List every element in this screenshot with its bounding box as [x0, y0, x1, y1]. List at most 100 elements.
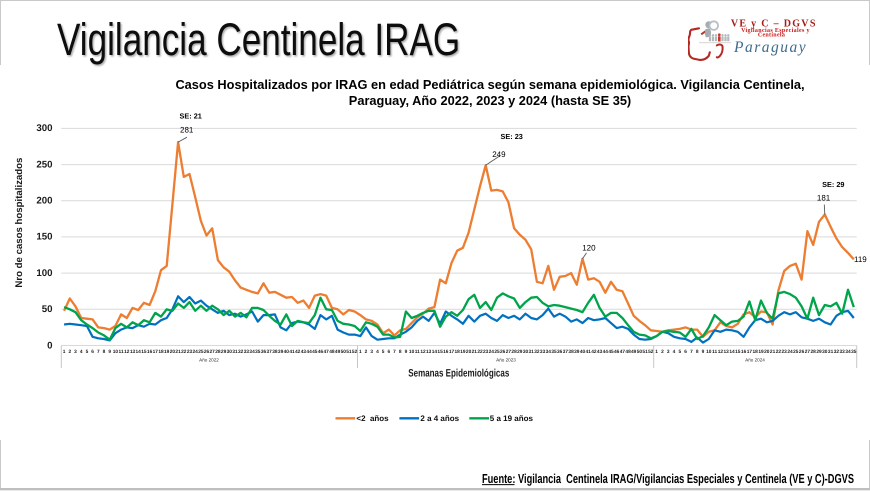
- svg-text:17: 17: [747, 349, 753, 355]
- svg-text:3: 3: [370, 349, 373, 355]
- svg-text:20: 20: [764, 349, 770, 355]
- svg-text:48: 48: [625, 349, 631, 355]
- svg-text:36: 36: [261, 349, 267, 355]
- svg-text:1: 1: [63, 349, 66, 355]
- svg-text:12: 12: [124, 349, 130, 355]
- svg-text:47: 47: [620, 349, 626, 355]
- svg-text:31: 31: [232, 349, 238, 355]
- svg-text:19: 19: [164, 349, 170, 355]
- svg-text:13: 13: [426, 349, 432, 355]
- svg-text:250: 250: [36, 159, 52, 170]
- svg-text:30: 30: [523, 349, 529, 355]
- svg-text:10: 10: [113, 349, 119, 355]
- svg-text:38: 38: [568, 349, 574, 355]
- svg-text:29: 29: [517, 349, 523, 355]
- svg-text:31: 31: [828, 349, 834, 355]
- svg-text:10: 10: [409, 349, 415, 355]
- svg-text:0: 0: [47, 340, 52, 351]
- svg-text:181: 181: [817, 194, 831, 203]
- svg-text:50: 50: [637, 349, 643, 355]
- svg-text:25: 25: [494, 349, 500, 355]
- svg-text:41: 41: [586, 349, 592, 355]
- svg-text:22: 22: [181, 349, 187, 355]
- svg-text:5 a 19 años: 5 a 19 años: [490, 414, 534, 423]
- svg-text:38: 38: [272, 349, 278, 355]
- svg-text:21: 21: [472, 349, 478, 355]
- svg-text:<2 años: <2 años: [356, 414, 389, 423]
- svg-text:46: 46: [318, 349, 324, 355]
- svg-text:40: 40: [284, 349, 290, 355]
- svg-text:12: 12: [420, 349, 426, 355]
- svg-text:45: 45: [608, 349, 614, 355]
- svg-text:Año 2022: Año 2022: [199, 358, 219, 363]
- svg-text:13: 13: [130, 349, 136, 355]
- svg-text:6: 6: [684, 349, 687, 355]
- svg-text:30: 30: [822, 349, 828, 355]
- svg-text:35: 35: [851, 349, 857, 355]
- svg-text:44: 44: [603, 349, 609, 355]
- svg-text:14: 14: [136, 349, 142, 355]
- svg-text:18: 18: [753, 349, 759, 355]
- svg-text:50: 50: [341, 349, 347, 355]
- svg-text:16: 16: [147, 349, 153, 355]
- svg-text:16: 16: [443, 349, 449, 355]
- svg-text:9: 9: [702, 349, 705, 355]
- svg-text:17: 17: [153, 349, 159, 355]
- svg-text:1: 1: [655, 349, 658, 355]
- svg-text:26: 26: [204, 349, 210, 355]
- svg-text:35: 35: [255, 349, 261, 355]
- svg-text:6: 6: [91, 349, 94, 355]
- svg-text:100: 100: [36, 268, 52, 279]
- svg-text:51: 51: [642, 349, 648, 355]
- svg-text:17: 17: [449, 349, 455, 355]
- svg-text:34: 34: [249, 349, 255, 355]
- svg-text:42: 42: [295, 349, 301, 355]
- svg-text:119: 119: [854, 255, 867, 264]
- svg-text:5: 5: [86, 349, 89, 355]
- svg-text:4: 4: [80, 349, 83, 355]
- svg-text:2: 2: [365, 349, 368, 355]
- svg-text:33: 33: [540, 349, 546, 355]
- svg-text:15: 15: [141, 349, 147, 355]
- svg-text:34: 34: [546, 349, 552, 355]
- svg-text:Nro de casos hospitalizados: Nro de casos hospitalizados: [14, 158, 25, 288]
- svg-text:24: 24: [489, 349, 495, 355]
- svg-text:21: 21: [770, 349, 776, 355]
- svg-text:Semanas Epidemiológicas: Semanas Epidemiológicas: [408, 367, 509, 379]
- svg-text:19: 19: [460, 349, 466, 355]
- svg-text:6: 6: [387, 349, 390, 355]
- svg-text:15: 15: [735, 349, 741, 355]
- svg-text:20: 20: [170, 349, 176, 355]
- svg-text:36: 36: [557, 349, 563, 355]
- svg-text:7: 7: [393, 349, 396, 355]
- svg-text:Paraguay: Paraguay: [733, 39, 807, 56]
- svg-text:12: 12: [718, 349, 724, 355]
- svg-text:32: 32: [534, 349, 540, 355]
- svg-text:28: 28: [215, 349, 221, 355]
- svg-text:30: 30: [227, 349, 233, 355]
- svg-text:VE y C – DGVS: VE y C – DGVS: [731, 19, 817, 30]
- svg-text:35: 35: [551, 349, 557, 355]
- svg-text:SE: 23: SE: 23: [501, 132, 523, 141]
- svg-text:33: 33: [244, 349, 250, 355]
- svg-text:33: 33: [840, 349, 846, 355]
- svg-text:26: 26: [500, 349, 506, 355]
- svg-text:29: 29: [816, 349, 822, 355]
- svg-text:8: 8: [103, 349, 106, 355]
- svg-text:249: 249: [492, 150, 506, 159]
- svg-text:2: 2: [68, 349, 71, 355]
- svg-text:20: 20: [466, 349, 472, 355]
- svg-text:7: 7: [690, 349, 693, 355]
- svg-text:49: 49: [335, 349, 341, 355]
- svg-text:18: 18: [455, 349, 461, 355]
- svg-text:27: 27: [506, 349, 512, 355]
- svg-text:Año 2024: Año 2024: [745, 358, 765, 363]
- svg-text:9: 9: [405, 349, 408, 355]
- svg-text:34: 34: [845, 349, 851, 355]
- svg-text:4: 4: [376, 349, 379, 355]
- svg-text:46: 46: [614, 349, 620, 355]
- svg-text:3: 3: [74, 349, 77, 355]
- svg-text:25: 25: [793, 349, 799, 355]
- svg-text:39: 39: [278, 349, 284, 355]
- svg-text:23: 23: [782, 349, 788, 355]
